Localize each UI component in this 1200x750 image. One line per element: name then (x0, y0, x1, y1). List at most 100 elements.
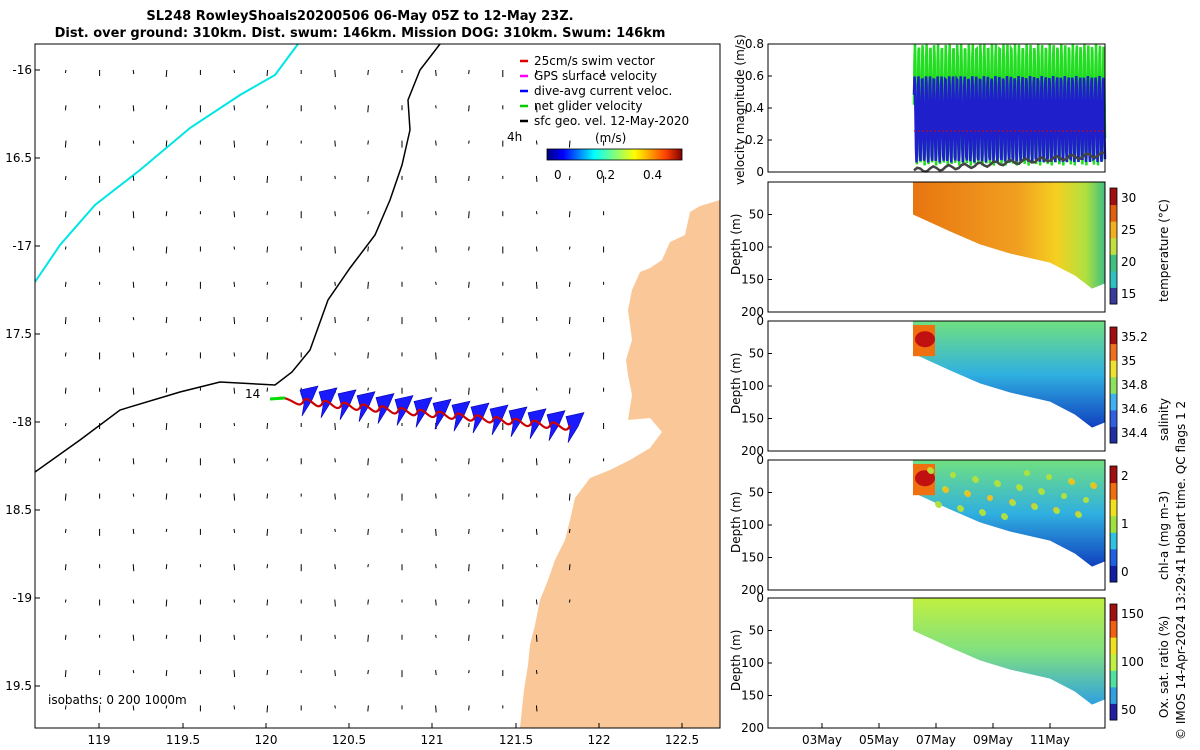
velocity-arrow (468, 528, 470, 534)
time-label: 4h (507, 130, 522, 144)
chla-sample-dot (958, 506, 964, 512)
oxygen-cbar-tick: 150 (1121, 607, 1144, 621)
velocity-arrow (266, 69, 269, 77)
date-tick-label: 07May (916, 733, 956, 747)
velocity-arrow (568, 175, 571, 180)
colorbar-segment (1110, 670, 1117, 688)
velocity-arrow (132, 105, 135, 112)
chla-y-tick-label: 0 (756, 453, 764, 467)
velocity-arrow (233, 493, 236, 501)
map-y-tick-label: -18 (12, 415, 32, 429)
isobaths-label: isobaths: 0 200 1000m (48, 693, 187, 707)
colorbar-segment (1110, 637, 1117, 655)
velocity-arrow (435, 246, 437, 253)
velocity-arrow (266, 458, 269, 462)
map-x-tick-label: 120.5 (332, 733, 366, 747)
velocity-arrow (334, 422, 336, 431)
map-frame (34, 43, 721, 729)
velocity-arrow (535, 493, 538, 498)
velocity-arrow (568, 211, 571, 218)
velocity-arrow (165, 705, 168, 709)
map-x-tick-label: 121 (421, 733, 444, 747)
colorbar-segment (1110, 548, 1117, 566)
velocity-arrow (334, 458, 336, 463)
velocity-arrow (132, 493, 135, 497)
velocity-arrow (568, 493, 571, 501)
colorbar-frame (1109, 465, 1118, 583)
velocity-arrow (132, 458, 135, 465)
chla-sample-dot (980, 510, 986, 516)
salinity-cbar-label: salinity (1157, 398, 1171, 441)
glider-track (269, 385, 585, 443)
velocity-arrow (64, 140, 67, 148)
velocity-arrow (367, 69, 369, 76)
velocity-arrow (132, 599, 135, 604)
velocity-arrow (165, 528, 168, 532)
salinity-colorbar: 35.2 35 34.8 34.6 34.4 (1109, 326, 1148, 444)
velocity-arrow (468, 670, 470, 674)
salinity-y-tick-label: 150 (741, 412, 764, 426)
colorbar-tick-1: 0.2 (596, 168, 615, 182)
velocity-arrow (132, 352, 135, 358)
velocity-arrow (334, 317, 336, 324)
temperature-ylabel: Depth (m) (729, 214, 743, 275)
velocity-series (912, 43, 1107, 173)
velocity-arrow (568, 352, 571, 357)
velocity-arrow (535, 140, 538, 145)
velocity-arrow (266, 211, 269, 216)
velocity-arrow (266, 599, 269, 606)
chla-sample-dot (1039, 489, 1045, 495)
velocity-arrow (334, 634, 336, 639)
salinity-cbar-tick: 34.4 (1121, 426, 1148, 440)
velocity-arrow (64, 69, 67, 74)
velocity-arrow (64, 493, 67, 501)
velocity-arrow (535, 670, 538, 675)
dive-avg-velocity-line (912, 74, 1107, 163)
chla-y-tick-label: 200 (741, 583, 764, 597)
temperature-colorbar: 30 25 20 15 (1109, 187, 1136, 305)
velocity-arrow (435, 317, 437, 323)
velocity-arrow (165, 634, 168, 639)
legend-label: 25cm/s swim vector (534, 54, 655, 68)
map-x-ticks: 119 119.5 120 120.5 121 121.5 122 122.5 (88, 723, 699, 747)
chla-hot-spot (915, 470, 935, 487)
colorbar-segment (1110, 466, 1117, 484)
velocity-arrow (367, 458, 369, 466)
salinity-hot-spot (915, 331, 935, 348)
salinity-cbar-tick: 34.6 (1121, 402, 1148, 416)
colorbar-segment (1110, 565, 1117, 583)
velocity-arrow (367, 493, 369, 498)
map-x-tick-label: 121.5 (499, 733, 533, 747)
velocity-arrow (64, 634, 67, 640)
sfc-geo-velocity-line (913, 151, 1106, 173)
velocity-arrow (64, 705, 67, 710)
land-mass (520, 200, 720, 728)
colorbar-segment (1110, 499, 1117, 517)
colorbar-segment (1110, 393, 1117, 411)
colorbar-segment (1110, 604, 1117, 622)
chla-sample-dot (943, 487, 949, 493)
velocity-arrow (468, 317, 470, 321)
chla-cbar-tick: 0 (1121, 565, 1129, 579)
colorbar-segment (1110, 515, 1117, 533)
net-glider-velocity-line (912, 43, 1107, 166)
oxygen-section (913, 598, 1105, 705)
velocity-arrow (64, 352, 67, 357)
velocity-arrow (132, 246, 135, 251)
velocity-arrow (435, 211, 437, 216)
velocity-arrow (367, 387, 369, 391)
map-y-tick-label: 18.5 (5, 503, 32, 517)
velocity-arrow (334, 705, 336, 709)
oxygen-y-tick-label: 200 (741, 721, 764, 735)
chla-panel: 0 50 100 150 200 Depth (m) 2 1 0 chl-a (mg m-3) (729, 453, 1171, 597)
velocity-y-tick-label: 0.8 (745, 37, 764, 51)
chla-sample-dot (987, 495, 993, 501)
velocity-arrow (367, 564, 369, 568)
salinity-panel: 0 50 100 150 200 Depth (m) 35.2 35 34.8 34.6 34.4 s… (729, 314, 1171, 458)
velocity-arrow (568, 387, 571, 394)
velocity-arrow (132, 211, 135, 219)
velocity-arrow (165, 670, 168, 677)
velocity-arrow (233, 246, 236, 250)
map-x-tick-label: 120 (255, 733, 278, 747)
